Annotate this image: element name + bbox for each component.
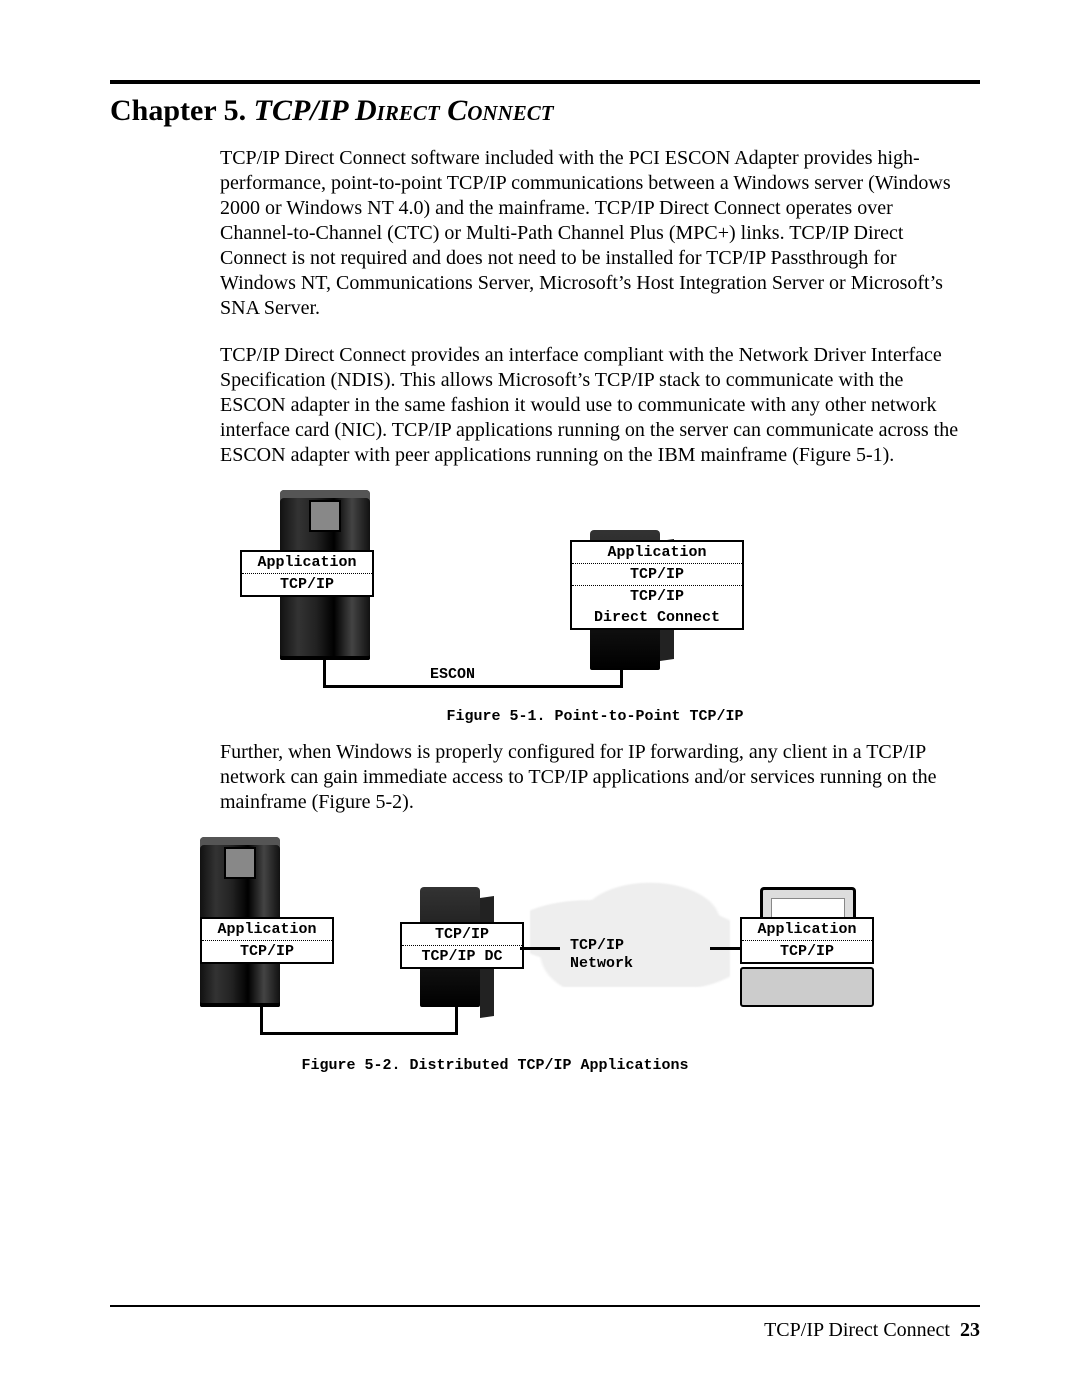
page: Chapter 5. TCP/IP Direct Connect TCP/IP … bbox=[0, 0, 1080, 1397]
fig2-srv-r1: TCP/IP bbox=[402, 924, 522, 945]
paragraph-1: TCP/IP Direct Connect software included … bbox=[220, 146, 970, 321]
fig2-server-stack: TCP/IP TCP/IP DC bbox=[400, 922, 524, 969]
fig1-line-v2 bbox=[620, 670, 623, 688]
footer-text: TCP/IP Direct Connect bbox=[764, 1319, 950, 1341]
figure-5-2: Application TCP/IP TCP/IP TCP/IP DC TCP/… bbox=[110, 837, 880, 1077]
fig1-caption: Figure 5-1. Point-to-Point TCP/IP bbox=[220, 708, 970, 725]
fig2-client-stack: Application TCP/IP bbox=[740, 917, 874, 964]
fig1-escon-label: ESCON bbox=[430, 666, 475, 683]
chapter-title-italic: TCP/IP Direct Connect bbox=[254, 94, 554, 127]
footer: TCP/IP Direct Connect 23 bbox=[764, 1319, 980, 1342]
fig2-line-h2 bbox=[520, 947, 560, 950]
figure-5-1: Application TCP/IP Application TCP/IP TC… bbox=[220, 490, 970, 720]
paragraph-3: Further, when Windows is properly config… bbox=[220, 740, 970, 815]
fig2-mf-r2: TCP/IP bbox=[202, 940, 332, 962]
body: TCP/IP Direct Connect software included … bbox=[220, 146, 970, 1077]
fig2-mainframe-stack: Application TCP/IP bbox=[200, 917, 334, 964]
top-rule bbox=[110, 80, 980, 84]
fig2-cloud-r2: Network bbox=[570, 955, 633, 972]
paragraph-2: TCP/IP Direct Connect provides an interf… bbox=[220, 343, 970, 468]
fig1-right-stack: Application TCP/IP TCP/IP Direct Connect bbox=[570, 540, 744, 630]
fig1-left-r1: Application bbox=[242, 552, 372, 573]
desktop-base-icon bbox=[740, 967, 874, 1007]
fig1-right-r4: Direct Connect bbox=[572, 607, 742, 628]
fig1-right-r2: TCP/IP bbox=[572, 563, 742, 585]
fig1-line-v1 bbox=[323, 660, 326, 685]
fig2-cl-r2: TCP/IP bbox=[742, 940, 872, 962]
page-number: 23 bbox=[960, 1319, 980, 1341]
fig1-left-r2: TCP/IP bbox=[242, 573, 372, 595]
fig2-cloud-r1: TCP/IP bbox=[570, 937, 624, 954]
fig1-line-h bbox=[323, 685, 623, 688]
bottom-rule bbox=[110, 1305, 980, 1307]
fig2-cl-r1: Application bbox=[742, 919, 872, 940]
fig2-line-v2 bbox=[455, 1007, 458, 1035]
fig2-srv-r2: TCP/IP DC bbox=[402, 945, 522, 967]
fig2-line-h1 bbox=[260, 1032, 455, 1035]
fig1-right-r3: TCP/IP bbox=[572, 585, 742, 607]
chapter-title: Chapter 5. TCP/IP Direct Connect bbox=[110, 94, 980, 128]
fig2-line-h3 bbox=[710, 947, 740, 950]
fig1-right-r1: Application bbox=[572, 542, 742, 563]
fig1-left-stack: Application TCP/IP bbox=[240, 550, 374, 597]
fig2-caption: Figure 5-2. Distributed TCP/IP Applicati… bbox=[110, 1057, 880, 1074]
chapter-label: Chapter 5. bbox=[110, 94, 246, 127]
fig2-line-v1 bbox=[260, 1007, 263, 1032]
fig2-mf-r1: Application bbox=[202, 919, 332, 940]
